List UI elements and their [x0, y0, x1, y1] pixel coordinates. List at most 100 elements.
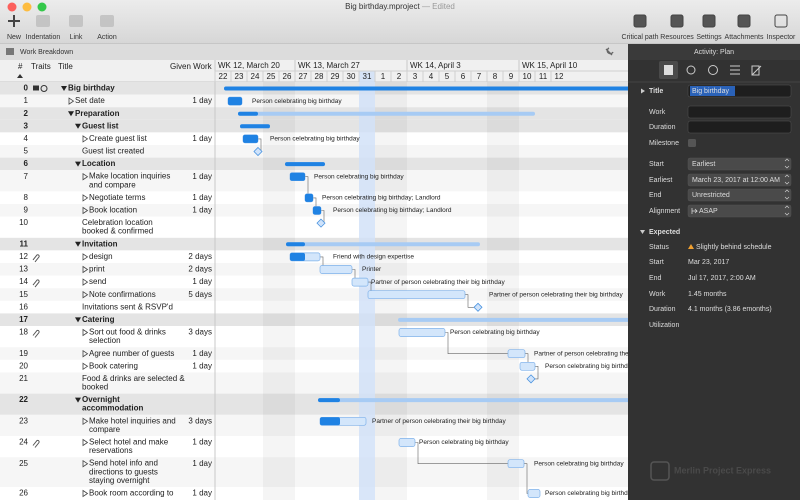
expand-triangle[interactable]	[82, 489, 89, 498]
row-title[interactable]: Book location	[89, 206, 137, 215]
toolbar-label[interactable]: Settings	[696, 34, 722, 41]
expand-triangle[interactable]	[82, 417, 89, 426]
tab-icon[interactable]	[751, 65, 762, 76]
row-title[interactable]: Book catering	[89, 361, 138, 370]
row-title[interactable]: Food & drinks are selected & booked	[82, 374, 185, 392]
expand-triangle[interactable]	[82, 135, 89, 143]
expand-triangle[interactable]	[82, 438, 89, 447]
collapse-triangle[interactable]	[75, 397, 81, 403]
field-value[interactable]: Unrestricted	[692, 192, 730, 199]
toolbar-icon[interactable]	[774, 14, 788, 28]
row-title[interactable]: Negotiate terms	[89, 193, 145, 202]
toolbar-label[interactable]: Action	[97, 34, 117, 41]
zoom-button[interactable]	[37, 2, 47, 12]
row-title[interactable]: Make hotel inquiries and compare	[89, 416, 176, 434]
tab-icon[interactable]	[708, 65, 718, 75]
row-title[interactable]: Set date	[75, 96, 105, 105]
row-title[interactable]: Preparation	[75, 109, 120, 118]
task-bar[interactable]	[398, 438, 416, 447]
field-value[interactable]: March 23, 2017 at 12:00 AM	[692, 177, 780, 184]
expand-triangle[interactable]	[82, 172, 89, 181]
task-bar[interactable]	[351, 277, 369, 287]
row-title[interactable]: print	[89, 265, 105, 274]
row-title[interactable]: Send hotel info and directions to guests s…	[89, 459, 158, 485]
section-title[interactable]: Expected	[649, 229, 680, 236]
expand-triangle[interactable]	[82, 459, 89, 468]
tab-icon[interactable]	[686, 65, 696, 75]
expand-triangle[interactable]	[82, 290, 89, 299]
row-title[interactable]: Make location inquiries and compare	[89, 172, 170, 190]
row-title[interactable]: Agree number of guests	[89, 349, 174, 358]
expand-triangle[interactable]	[82, 349, 89, 358]
collapse-triangle[interactable]	[75, 317, 81, 323]
toolbar-label[interactable]: Critical path	[622, 34, 659, 41]
collapse-triangle[interactable]	[75, 123, 81, 129]
toolbar-label[interactable]: Resources	[660, 34, 694, 41]
field-box[interactable]	[687, 173, 792, 187]
expand-triangle[interactable]	[82, 278, 89, 286]
expand-triangle[interactable]	[68, 97, 75, 105]
collapse-triangle[interactable]	[61, 86, 67, 91]
expand-triangle[interactable]	[82, 328, 89, 337]
row-title[interactable]: Guest list	[82, 121, 119, 130]
row-title[interactable]: Celebration location booked & confirmed	[82, 218, 153, 236]
collapse-triangle[interactable]	[75, 161, 81, 167]
column-header[interactable]: Traits	[31, 62, 51, 71]
column-header[interactable]: Title	[58, 62, 73, 71]
row-title[interactable]: Location	[82, 159, 115, 168]
toolbar-icon[interactable]	[737, 14, 751, 28]
field-box[interactable]	[687, 157, 792, 171]
expand-triangle[interactable]	[82, 206, 89, 215]
row-title[interactable]: Overnight accommodation	[82, 395, 143, 413]
expand-triangle[interactable]	[82, 253, 89, 261]
task-bar[interactable]	[507, 459, 525, 469]
toolbar-label[interactable]: Inspector	[767, 34, 796, 41]
row-title[interactable]: Catering	[82, 315, 115, 324]
row-title[interactable]: send	[89, 277, 106, 286]
toolbar-icon[interactable]	[69, 15, 83, 27]
field-box[interactable]	[687, 105, 792, 119]
field-box[interactable]	[687, 204, 792, 218]
row-title[interactable]: Guest list created	[82, 147, 144, 156]
plus-icon[interactable]	[8, 15, 20, 27]
row-title[interactable]: Invitation	[82, 239, 118, 248]
row-title[interactable]: Select hotel and make reservations	[89, 438, 169, 456]
task-bar[interactable]	[367, 290, 466, 300]
row-title[interactable]: Create guest list	[89, 134, 148, 143]
column-header[interactable]: Given Work	[170, 62, 213, 71]
toolbar-icon[interactable]	[100, 15, 114, 27]
field-box[interactable]	[687, 120, 792, 134]
task-bar[interactable]	[527, 489, 541, 498]
toolbar-icon[interactable]	[633, 14, 647, 28]
task-bar[interactable]	[398, 328, 446, 337]
toolbar-icon[interactable]	[702, 14, 716, 28]
row-title[interactable]: design	[89, 252, 113, 261]
task-bar[interactable]	[319, 265, 353, 274]
field-value[interactable]: Earliest	[692, 161, 715, 168]
row-title[interactable]: Invitations sent & RSVP'd	[82, 302, 173, 311]
task-bar[interactable]	[519, 361, 536, 371]
toolbar-icon[interactable]	[670, 14, 684, 28]
collapse-triangle[interactable]	[68, 111, 74, 117]
column-header[interactable]: #	[18, 62, 23, 71]
expand-triangle[interactable]	[82, 362, 89, 371]
close-button[interactable]	[7, 2, 17, 12]
field-value[interactable]: ASAP	[699, 208, 718, 215]
checkbox[interactable]	[688, 139, 696, 147]
toolbar-icon[interactable]	[36, 15, 50, 27]
tab-icon[interactable]	[664, 65, 673, 75]
row-title[interactable]: Big birthday	[68, 84, 115, 93]
toolbar-label[interactable]: Indentation	[26, 34, 61, 41]
field-value[interactable]: Big birthday	[692, 88, 729, 95]
toolbar-label[interactable]: Link	[70, 34, 83, 41]
row-title[interactable]: Book room according to	[89, 489, 174, 498]
expand-triangle[interactable]	[82, 194, 89, 202]
field-box[interactable]	[687, 188, 792, 202]
row-title[interactable]: Sort out food & drinks selection	[89, 328, 166, 346]
task-bar[interactable]	[507, 349, 526, 359]
toolbar-label[interactable]: New	[7, 34, 22, 41]
row-title[interactable]: Note confirmations	[89, 290, 156, 299]
toolbar-label[interactable]: Attachments	[725, 34, 764, 41]
tab-icon[interactable]	[730, 65, 740, 75]
minimize-button[interactable]	[22, 2, 32, 12]
